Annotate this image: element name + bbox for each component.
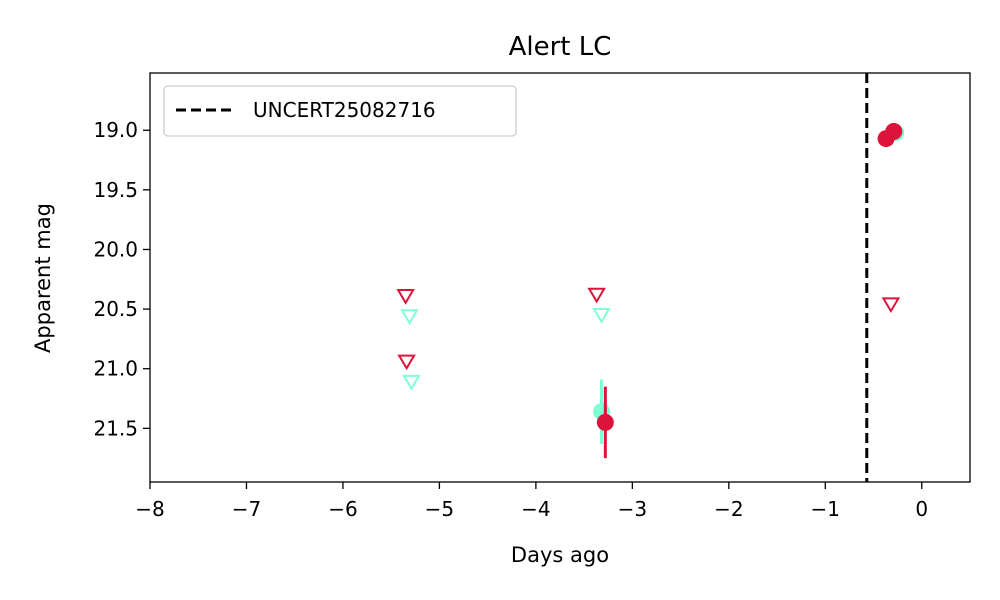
plot-area — [396, 73, 905, 482]
axes-frame — [149, 72, 971, 483]
y-tick-label: 21.0 — [93, 357, 138, 381]
x-tick-label: −4 — [521, 497, 550, 521]
detection-point — [596, 413, 614, 431]
x-tick-label: −6 — [328, 497, 357, 521]
upper-limit-marker — [400, 309, 419, 325]
x-tick-label: −5 — [425, 497, 454, 521]
y-axis-label: Apparent mag — [31, 203, 55, 353]
x-tick-label: 0 — [915, 497, 928, 521]
upper-limit-marker — [592, 308, 611, 324]
x-tick-label: −2 — [714, 497, 743, 521]
chart-title: Alert LC — [509, 32, 612, 62]
x-tick-label: −7 — [232, 497, 261, 521]
y-tick-label: 19.5 — [93, 178, 138, 202]
upper-limit-marker — [402, 374, 421, 391]
detection-point — [877, 130, 895, 148]
x-axis-label: Days ago — [511, 543, 609, 567]
y-tick-label: 20.0 — [93, 237, 138, 261]
legend-box — [163, 85, 517, 137]
upper-limit-marker — [396, 288, 415, 305]
x-axis: −8 −7 −6 −5 −4 −3 −2 −1 0 — [135, 482, 928, 521]
y-tick-label: 19.0 — [93, 118, 138, 142]
upper-limit-marker — [397, 354, 416, 371]
x-tick-label: −8 — [135, 497, 164, 521]
x-tick-label: −1 — [811, 497, 840, 521]
legend-label: UNCERT25082716 — [253, 98, 436, 122]
y-tick-label: 21.5 — [93, 416, 138, 440]
upper-limit-marker — [587, 287, 606, 304]
y-tick-label: 20.5 — [93, 297, 138, 321]
y-axis: 19.0 19.5 20.0 20.5 21.0 21.5 — [93, 118, 150, 440]
legend: UNCERT25082716 — [163, 85, 517, 137]
upper-limit-marker — [881, 297, 901, 314]
x-tick-label: −3 — [618, 497, 647, 521]
